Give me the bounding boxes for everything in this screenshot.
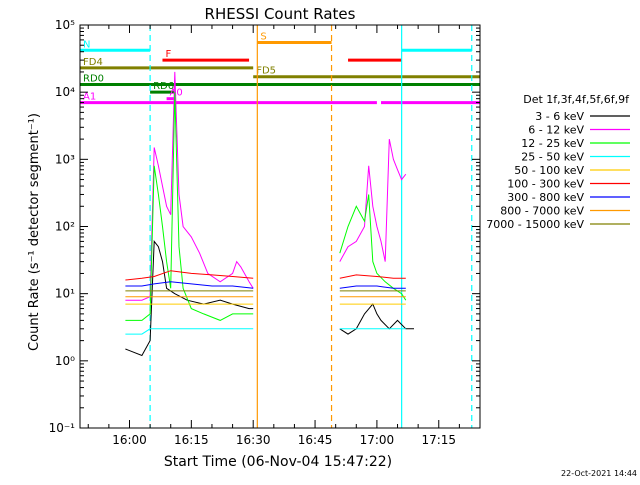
legend-entry-label: 12 - 25 keV [521,137,584,150]
series-line [125,328,406,335]
flag-label: N [83,39,90,50]
legend-entry-label: 7000 - 15000 keV [486,218,584,231]
y-tick-label: 10¹ [55,287,75,301]
flag-label: A0 [170,88,183,99]
series-line [125,240,414,357]
flag-label: RD0 [83,74,104,85]
y-tick-label: 10⁴ [55,85,75,99]
y-tick-label: 10⁻¹ [49,421,76,435]
flag-label: A1 [83,92,96,103]
x-tick-label: 16:15 [174,433,209,447]
series-line [125,71,407,301]
x-axis-label: Start Time (06-Nov-04 15:47:22) [164,454,392,470]
x-tick-label: 16:45 [298,433,333,447]
flag-label: FD4 [83,57,103,68]
legend-entry-label: 100 - 300 keV [507,178,584,191]
legend-entry-label: 800 - 7000 keV [500,205,584,218]
series-line [125,270,406,281]
x-tick-label: 16:30 [236,433,271,447]
legend-entry-label: 6 - 12 keV [528,124,584,137]
series-lines [125,71,414,357]
y-tick-label: 10⁵ [55,18,75,32]
series-line [125,92,407,321]
legend-entry-label: 25 - 50 keV [521,151,584,164]
legend-entry-label: 300 - 800 keV [507,191,584,204]
chart-title: RHESSI Count Rates [205,5,356,23]
y-axis: 10⁻¹ 10⁰ 10¹ 10² 10³ 10⁴ 10⁵ [49,18,480,435]
flag-label: S [260,31,266,42]
vertical-markers [149,25,473,428]
legend-title: Det 1f,3f,4f,5f,6f,9f [523,93,630,106]
legend-entry-label: 50 - 100 keV [514,164,584,177]
x-axis: 16:00 16:15 16:30 16:45 17:00 17:15 [87,25,481,447]
x-tick-label: 16:00 [112,433,147,447]
y-tick-label: 10³ [55,152,75,166]
flag-label: FD5 [256,66,276,77]
series-line [125,281,406,289]
flag-label: F [165,49,171,60]
y-tick-label: 10⁰ [55,354,75,368]
x-tick-label: 17:15 [421,433,456,447]
y-tick-label: 10² [55,220,75,234]
legend-entry-label: 3 - 6 keV [535,110,584,123]
y-axis-label: Count Rate (s⁻¹ detector segment⁻¹) [27,113,42,351]
flag-label: RD6 [153,81,174,92]
footer-timestamp: 22-Oct-2021 14:44 [561,469,637,478]
flag-bars: N S F FD4 FD5 RD0 RD6 A1 A0 [80,31,480,105]
x-tick-label: 17:00 [360,433,395,447]
